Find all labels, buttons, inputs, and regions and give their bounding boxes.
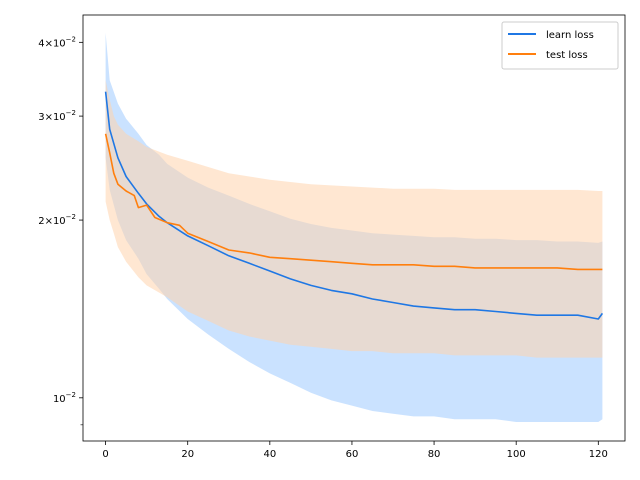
y-tick-label: 2×10−2	[38, 213, 76, 227]
plot-frame	[82, 14, 626, 442]
x-tick-label: 40	[263, 449, 276, 460]
y-tick-label: 3×10−2	[38, 109, 76, 123]
band-test-loss	[105, 80, 603, 358]
legend-label-test-loss: test loss	[546, 50, 588, 61]
y-tick-label: 10−2	[53, 391, 76, 405]
x-tick-label: 60	[346, 449, 359, 460]
y-axis: 4×10−2 3×10−2 2×10−2 10−2	[38, 35, 83, 426]
line-learn-loss	[104, 91, 604, 320]
confidence-bands	[105, 32, 603, 423]
legend-label-learn-loss: learn loss	[546, 30, 594, 41]
x-tick-label: 100	[507, 449, 526, 460]
series-lines	[104, 91, 604, 320]
line-test-loss	[104, 133, 603, 271]
x-tick-label: 120	[589, 449, 608, 460]
y-tick-label: 4×10−2	[38, 35, 76, 49]
x-tick-label: 0	[102, 449, 108, 460]
x-axis: 0 20 40 60 80 100 120	[102, 441, 608, 460]
x-tick-label: 20	[181, 449, 194, 460]
x-tick-label: 80	[428, 449, 441, 460]
legend: learn loss test loss	[501, 21, 619, 70]
